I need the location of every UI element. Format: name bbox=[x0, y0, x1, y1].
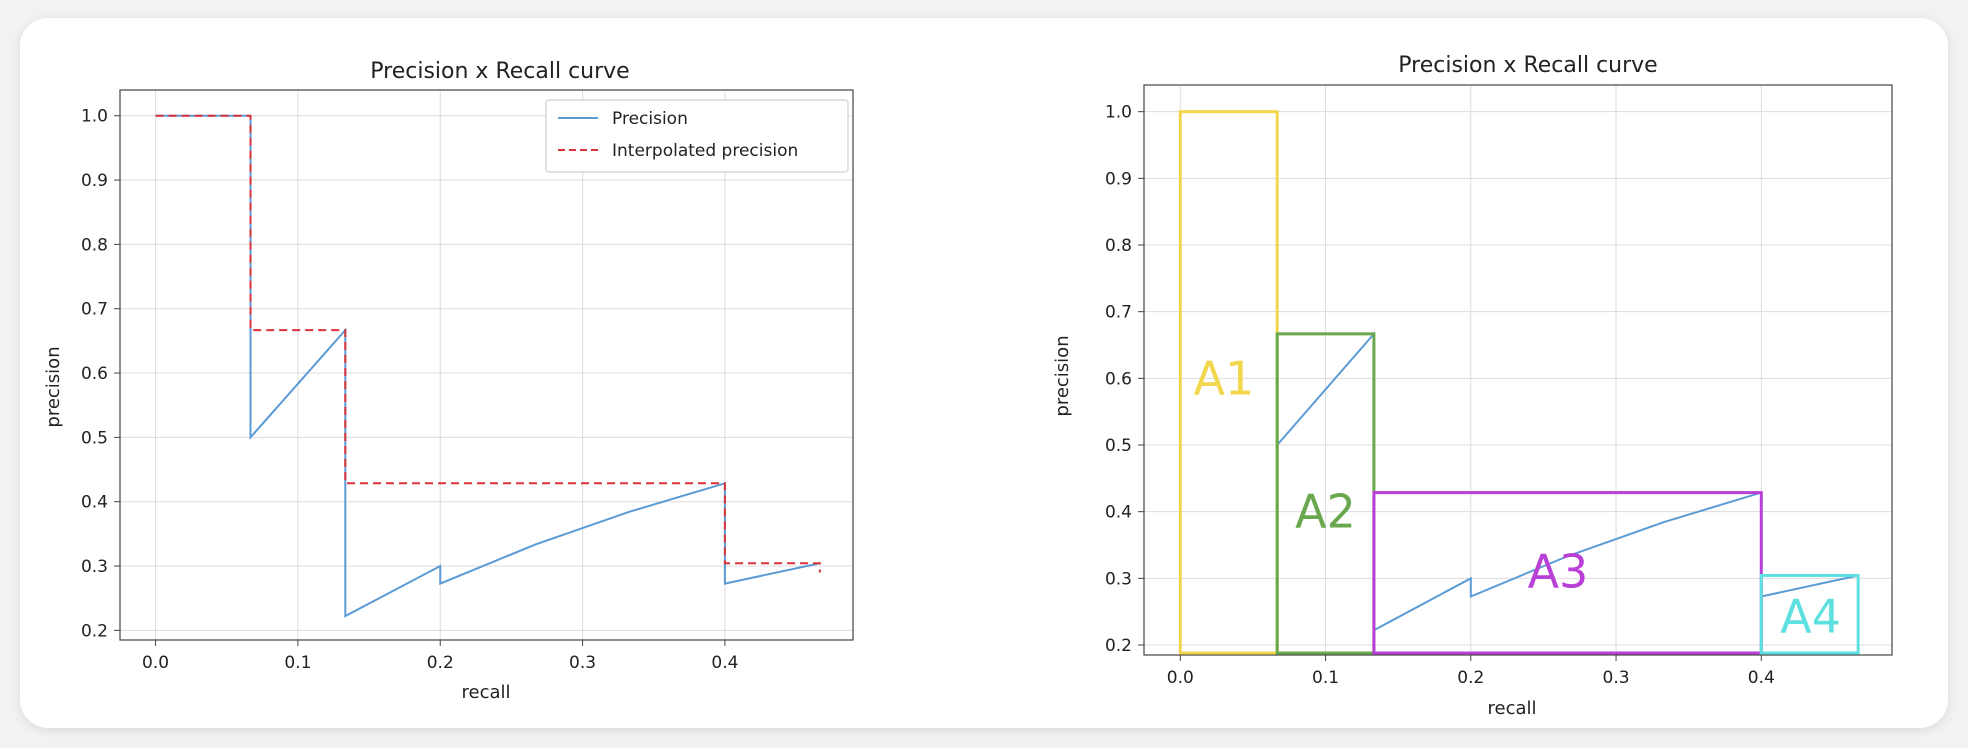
y-tick-label: 0.7 bbox=[81, 300, 108, 320]
y-tick-label: 0.5 bbox=[81, 428, 108, 448]
legend-label-interpolated: Interpolated precision bbox=[612, 141, 798, 161]
y-tick-label: 1.0 bbox=[1105, 103, 1132, 123]
y-tick-label: 1.0 bbox=[81, 107, 108, 127]
axis-ticks: 0.0 0.1 0.2 0.3 0.4 0.2 0.3 0.4 0.5 0.6 0.7 0.8 0.9 1… bbox=[1105, 103, 1775, 688]
x-tick-label: 0.0 bbox=[1167, 668, 1194, 688]
pr-curve-chart-left: Precision x Recall curve 0.0 0.1 0.2 0.3 0.4… bbox=[43, 59, 854, 703]
x-tick-label: 0.4 bbox=[1748, 668, 1775, 688]
y-tick-label: 0.3 bbox=[1105, 569, 1132, 589]
y-tick-label: 0.9 bbox=[1105, 169, 1132, 189]
area-rect-a4 bbox=[1759, 573, 1860, 655]
chart-title: Precision x Recall curve bbox=[1398, 53, 1657, 78]
x-tick-label: 0.2 bbox=[1457, 668, 1484, 688]
x-tick-label: 0.1 bbox=[284, 653, 311, 673]
precision-line bbox=[155, 114, 821, 618]
area-rect-a3 bbox=[1372, 491, 1763, 655]
area-label-a4: A4 bbox=[1780, 589, 1841, 643]
area-rectangles: A1 A2 A3 A4 bbox=[1178, 110, 1860, 655]
y-axis-label: precision bbox=[1052, 335, 1073, 416]
plot-frame bbox=[119, 89, 854, 641]
y-tick-label: 0.4 bbox=[81, 493, 108, 513]
area-label-a3: A3 bbox=[1528, 545, 1589, 599]
legend: Precision Interpolated precision bbox=[545, 99, 849, 173]
y-tick-label: 0.4 bbox=[1105, 503, 1132, 523]
grid bbox=[1144, 85, 1892, 655]
y-tick-label: 0.3 bbox=[81, 557, 108, 577]
x-tick-label: 0.3 bbox=[1603, 668, 1630, 688]
legend-box bbox=[545, 99, 849, 173]
area-label-a1: A1 bbox=[1194, 351, 1255, 405]
y-axis-label: precision bbox=[43, 346, 64, 427]
x-tick-label: 0.4 bbox=[711, 653, 738, 673]
interpolated-precision-line bbox=[155, 114, 821, 573]
y-tick-label: 0.6 bbox=[81, 364, 108, 384]
y-tick-label: 0.5 bbox=[1105, 436, 1132, 456]
y-tick-label: 0.8 bbox=[81, 235, 108, 255]
x-tick-label: 0.1 bbox=[1312, 668, 1339, 688]
y-tick-label: 0.7 bbox=[1105, 303, 1132, 323]
plot-frame bbox=[1143, 84, 1893, 656]
y-tick-label: 0.2 bbox=[1105, 636, 1132, 656]
area-label-a2: A2 bbox=[1295, 485, 1356, 539]
x-tick-label: 0.0 bbox=[142, 653, 169, 673]
grid bbox=[120, 90, 853, 640]
y-tick-label: 0.9 bbox=[81, 171, 108, 191]
x-tick-label: 0.3 bbox=[569, 653, 596, 673]
y-tick-label: 0.2 bbox=[81, 621, 108, 641]
x-axis-label: recall bbox=[1487, 698, 1536, 719]
y-tick-label: 0.8 bbox=[1105, 236, 1132, 256]
axis-ticks: 0.0 0.1 0.2 0.3 0.4 0.2 0.3 0.4 0.5 0.6 0.7 0.8 0.9 1… bbox=[81, 107, 738, 673]
chart-title: Precision x Recall curve bbox=[370, 59, 629, 84]
x-axis-label: recall bbox=[461, 682, 510, 703]
x-tick-label: 0.2 bbox=[427, 653, 454, 673]
y-tick-label: 0.6 bbox=[1105, 369, 1132, 389]
legend-label-precision: Precision bbox=[612, 109, 688, 129]
series bbox=[155, 114, 821, 618]
pr-curve-chart-right: Precision x Recall curve 0.0 0.1 0.2 0.3 0.4… bbox=[1052, 53, 1893, 719]
